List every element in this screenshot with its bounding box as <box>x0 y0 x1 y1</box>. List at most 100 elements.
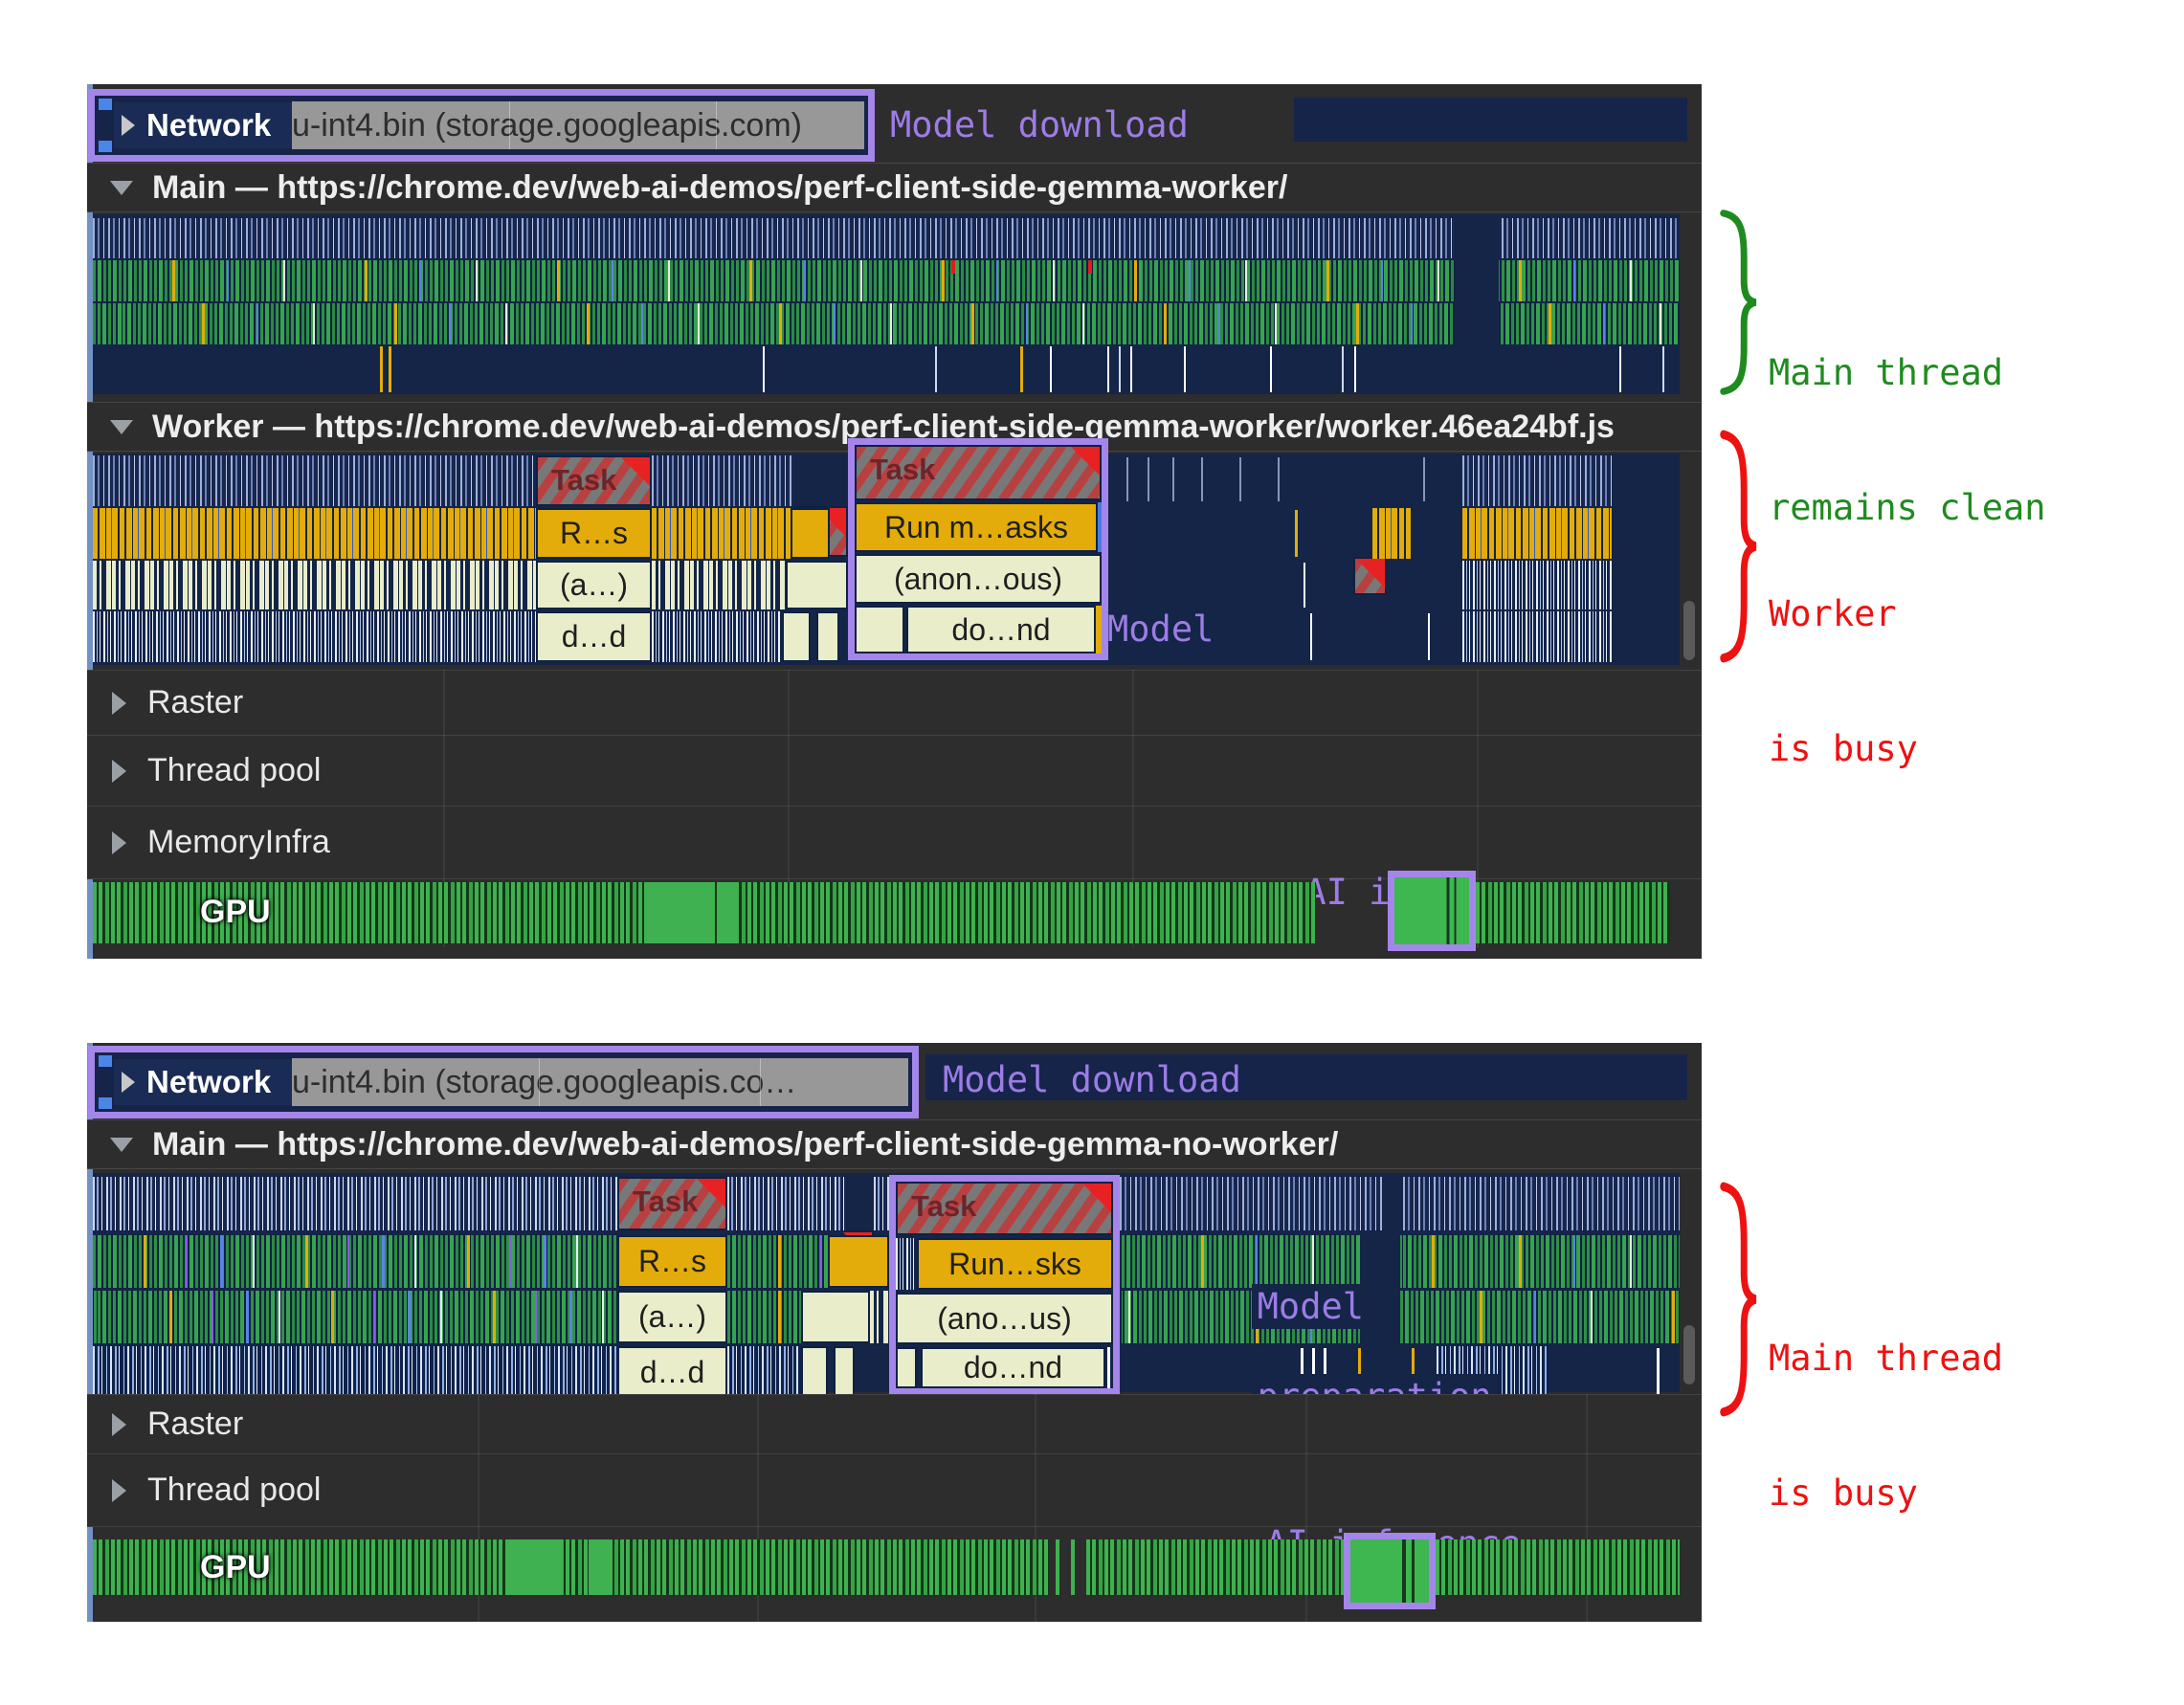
frame-block[interactable] <box>791 508 830 559</box>
frame-block[interactable] <box>834 1346 855 1398</box>
tick <box>1020 346 1023 392</box>
frame-label: d…d <box>639 1354 705 1389</box>
time-gridline <box>1035 1394 1036 1622</box>
frame-block[interactable]: R…s <box>536 508 652 559</box>
track-thread-pool[interactable]: Thread pool <box>87 1453 1702 1526</box>
long-task-corner-icon <box>697 1179 725 1207</box>
task-label: Task <box>633 1185 699 1218</box>
network-request-bar[interactable]: u-int4.bin (storage.googleapis.co… <box>292 1058 908 1106</box>
gpu-inference-selection-box[interactable] <box>1388 871 1476 951</box>
frame-block[interactable]: Run m…asks <box>855 502 1098 552</box>
expand-icon[interactable] <box>112 759 126 783</box>
expand-icon[interactable] <box>112 1412 126 1436</box>
main-track-header[interactable]: Main — https://chrome.dev/web-ai-demos/p… <box>87 163 1702 212</box>
frame-block[interactable] <box>801 1346 828 1398</box>
task-block[interactable]: Task <box>617 1177 727 1230</box>
network-track-selection-box[interactable]: Network u-int4.bin (storage.googleapis.c… <box>88 89 875 162</box>
flame-activity-segment <box>1403 1177 1680 1230</box>
frame-block[interactable]: (anon…ous) <box>855 554 1102 604</box>
task-block-flagged[interactable] <box>1353 557 1387 595</box>
frame-label: do…nd <box>963 1350 1063 1384</box>
expand-icon[interactable] <box>122 1072 135 1093</box>
task-block[interactable]: Task <box>536 455 652 506</box>
frame-block[interactable] <box>855 606 904 653</box>
network-track-selection-box[interactable]: Network u-int4.bin (storage.googleapis.c… <box>88 1046 919 1118</box>
track-thread-pool[interactable]: Thread pool <box>87 735 1702 806</box>
network-lane-bar[interactable] <box>1294 98 1687 142</box>
gpu-activity-bar <box>1086 1539 1344 1595</box>
time-gridline <box>1132 670 1134 947</box>
frame-block[interactable]: do…nd <box>921 1347 1105 1388</box>
flame-activity-segment <box>93 1235 617 1288</box>
frame-block[interactable] <box>896 1347 917 1388</box>
track-memoryinfra[interactable]: MemoryInfra <box>87 806 1702 878</box>
frame-block[interactable]: Run…sks <box>917 1238 1113 1290</box>
frame-block[interactable]: R…s <box>617 1235 727 1288</box>
flame-activity-segment <box>870 1291 889 1343</box>
gpu-inference-selection-box[interactable] <box>1344 1533 1436 1609</box>
collapse-icon[interactable] <box>110 1137 133 1152</box>
frame-block[interactable]: (a…) <box>536 561 652 609</box>
tick <box>1130 346 1132 392</box>
time-gridline <box>757 1394 759 1622</box>
task-selection-box[interactable]: Task Run m…asks (anon…ous) do…nd <box>848 438 1108 660</box>
time-gridline <box>788 670 790 947</box>
track-gpu[interactable]: GPU <box>87 880 1702 945</box>
frame-label: (ano…us) <box>937 1300 1072 1336</box>
track-label: MemoryInfra <box>147 824 330 860</box>
track-gpu[interactable]: GPU <box>87 1528 1702 1595</box>
gpu-solid-segment <box>589 1539 613 1595</box>
frame-block[interactable] <box>782 611 811 662</box>
flame-activity-segment <box>1462 508 1612 559</box>
frame-block[interactable] <box>786 561 848 609</box>
tick <box>1428 613 1430 660</box>
frame-block[interactable]: d…d <box>536 611 652 662</box>
network-track-header[interactable]: Network <box>114 1059 292 1105</box>
frame-block[interactable] <box>816 611 839 662</box>
network-track-header[interactable]: Network <box>114 102 292 148</box>
annotation-model-download: Model download <box>943 1059 1241 1100</box>
flame-activity-segment <box>93 455 536 506</box>
gpu-solid-segment <box>647 882 714 943</box>
flame-activity-segment <box>874 1177 889 1230</box>
collapse-icon[interactable] <box>110 419 133 434</box>
task-block[interactable]: Task <box>896 1182 1113 1235</box>
tick <box>1304 563 1305 608</box>
annotation-main-thread-clean: Main thread remains clean <box>1769 352 2046 528</box>
flame-activity-segment <box>1122 1235 1360 1288</box>
network-request-bar[interactable]: u-int4.bin (storage.googleapis.com) <box>292 101 864 149</box>
collapse-icon[interactable] <box>110 180 133 195</box>
expand-icon[interactable] <box>112 1478 126 1502</box>
frame-label: d…d <box>561 619 627 653</box>
flame-activity-row <box>93 346 1680 392</box>
tick <box>763 346 765 392</box>
main-flame-chart[interactable] <box>93 214 1680 394</box>
scrollbar-thumb[interactable] <box>1683 1325 1695 1384</box>
network-track-label: Network <box>146 107 272 143</box>
tick <box>380 346 383 392</box>
tick <box>935 346 937 392</box>
track-raster[interactable]: Raster <box>87 1394 1702 1453</box>
task-selection-box[interactable]: Task Run…sks (ano…us) do…nd <box>889 1175 1120 1395</box>
expand-icon[interactable] <box>112 830 126 854</box>
frame-block[interactable]: d…d <box>617 1346 727 1398</box>
scrollbar-thumb[interactable] <box>1683 601 1695 660</box>
flame-activity-segment <box>1462 561 1612 609</box>
frame-block[interactable]: do…nd <box>906 606 1096 653</box>
track-raster[interactable]: Raster <box>87 670 1702 735</box>
task-block[interactable]: Task <box>855 445 1102 500</box>
time-gridline <box>1586 1394 1588 1622</box>
expand-icon[interactable] <box>112 691 126 715</box>
frame-block[interactable] <box>801 1291 870 1343</box>
network-lane-bar[interactable] <box>925 1054 1687 1100</box>
frame-block[interactable]: (ano…us) <box>896 1293 1113 1344</box>
tick <box>1358 1348 1361 1396</box>
frame-block[interactable]: (a…) <box>617 1291 727 1343</box>
annotation-worker-busy: Worker is busy <box>1769 593 1918 769</box>
tick <box>1324 1348 1326 1396</box>
flame-activity-segment <box>1372 508 1411 559</box>
panel-left-strip <box>87 1043 93 1622</box>
main-track-header[interactable]: Main — https://chrome.dev/web-ai-demos/p… <box>87 1119 1702 1169</box>
expand-icon[interactable] <box>122 115 135 136</box>
frame-block[interactable] <box>828 1235 889 1288</box>
